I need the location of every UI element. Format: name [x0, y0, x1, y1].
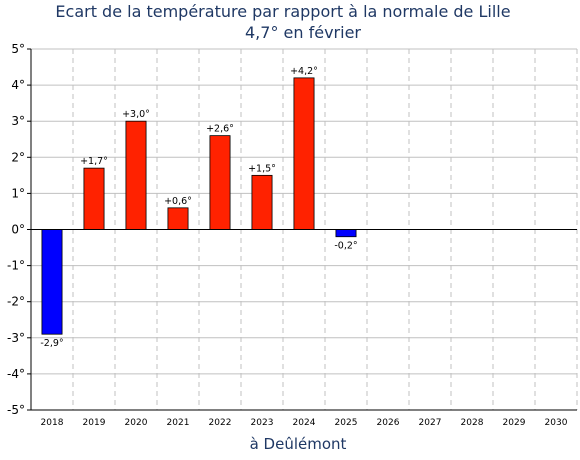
bar-2022: [209, 135, 231, 230]
x-tick-label-2023: 2023: [251, 418, 274, 428]
y-tick-label: -2°: [7, 295, 25, 309]
y-tick-labels: 5° 4° 3° 2° 1° 0° -1° -2° -3° -4° -5°: [7, 42, 25, 417]
bar-2018: [41, 229, 63, 335]
y-tick-label: 3°: [11, 114, 25, 128]
chart-title: Ecart de la température par rapport à la…: [55, 2, 510, 21]
bar-2021: [167, 207, 189, 230]
x-tick-labels: 2018 2019 2020 2021 2022 2023 2024 2025 2026 2027…: [41, 418, 568, 428]
y-tick-label: -5°: [7, 403, 25, 417]
x-tick-label-2029: 2029: [503, 418, 526, 428]
y-tick-label: 4°: [11, 78, 25, 92]
x-tick-label-2018: 2018: [41, 418, 64, 428]
x-tick-label-2021: 2021: [167, 418, 190, 428]
x-tick-label-2024: 2024: [293, 418, 316, 428]
x-tick-label-2030: 2030: [545, 418, 568, 428]
x-axis-label: à Deûlémont: [250, 435, 347, 453]
data-label-2018: -2,9°: [40, 338, 63, 349]
x-tick-label-2022: 2022: [209, 418, 232, 428]
y-tick-label: 2°: [11, 150, 25, 164]
data-label-2023: +1,5°: [248, 163, 276, 174]
x-tick-label-2028: 2028: [461, 418, 484, 428]
bar-2023: [251, 174, 273, 230]
y-tick-label: 0°: [11, 223, 25, 237]
data-labels: -2,9° +1,7° +3,0° +0,6° +2,6° +1,5° +4,2° -0,2°: [40, 66, 357, 349]
x-tick-label-2026: 2026: [377, 418, 400, 428]
bars: [41, 77, 357, 335]
y-tick-label: -3°: [7, 331, 25, 345]
data-label-2024: +4,2°: [290, 66, 318, 77]
data-label-2022: +2,6°: [206, 124, 234, 135]
y-tick-label: -1°: [7, 259, 25, 273]
x-tick-label-2020: 2020: [125, 418, 148, 428]
bar-2019: [83, 167, 105, 230]
chart-subtitle: 4,7° en février: [245, 23, 361, 42]
data-label-2021: +0,6°: [164, 196, 192, 207]
data-label-2020: +3,0°: [122, 109, 150, 120]
x-tick-label-2025: 2025: [335, 418, 358, 428]
y-tick-label: 1°: [11, 186, 25, 200]
bar-2025: [335, 229, 357, 238]
x-tick-label-2027: 2027: [419, 418, 442, 428]
y-tick-label: 5°: [11, 42, 25, 56]
bar-2024: [293, 77, 315, 230]
bar-2020: [125, 120, 147, 230]
data-label-2019: +1,7°: [80, 156, 108, 167]
x-tick-label-2019: 2019: [83, 418, 106, 428]
y-tick-label: -4°: [7, 367, 25, 381]
axes: [27, 48, 577, 411]
data-label-2025: -0,2°: [334, 241, 357, 252]
